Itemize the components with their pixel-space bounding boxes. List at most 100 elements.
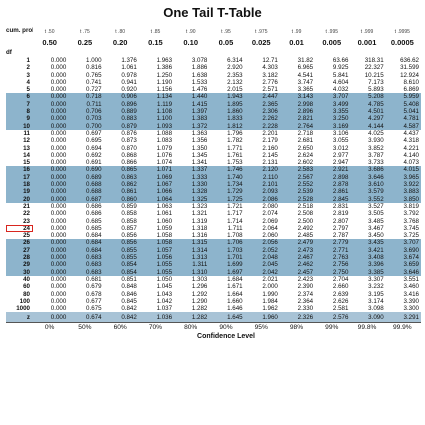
table-cell: 1.042 xyxy=(156,297,173,305)
t-label: t .975 xyxy=(254,28,268,35)
one-tail-value: 0.50 xyxy=(42,37,57,47)
table-cell: 0.697 xyxy=(86,129,102,137)
table-cell: 9.925 xyxy=(332,64,349,72)
table-cell: 3.819 xyxy=(403,202,419,210)
header-one-tail-row: 0.50 0.25 0.20 0.15 0.10 0.05 0.025 0.01 0.005 0.… xyxy=(6,36,421,49)
table-cell: 1.729 xyxy=(209,188,245,196)
table-cell: 0.000 xyxy=(50,210,67,218)
table-cell: 1.701 xyxy=(209,254,245,262)
table-cell: 0.700 xyxy=(68,122,104,130)
table-cell: 0.000 xyxy=(50,290,67,298)
table-row: 3 0.000 0.765 0.978 1.250 1.638 2.353 3.182 4.54… xyxy=(6,72,421,79)
table-cell: 0.694 xyxy=(86,144,102,152)
table-cell: 3.930 xyxy=(368,137,384,145)
table-cell: 3.232 xyxy=(368,283,384,291)
table-cell: 1.066 xyxy=(138,188,175,196)
df-label: df xyxy=(6,49,12,57)
table-cell: 1.415 xyxy=(174,100,210,109)
df-value: 3 xyxy=(26,71,30,79)
table-cell: 0.857 xyxy=(121,224,137,232)
table-cell: 5.893 xyxy=(368,86,384,94)
table-row: 15 0.000 0.691 0.866 1.074 1.341 1.753 2.131 2.6… xyxy=(6,159,421,166)
table-cell: 1.860 xyxy=(209,108,245,116)
table-cell: 3.527 xyxy=(368,202,384,210)
table-cell: 2.583 xyxy=(279,166,316,174)
one-tail-value: 0.01 xyxy=(289,37,304,47)
table-cell: 1.088 xyxy=(156,129,173,137)
table-cell: 1.060 xyxy=(156,217,173,225)
table-cell: 3.307 xyxy=(368,275,384,283)
table-cell: 2.528 xyxy=(279,195,316,203)
table-cell: 1.990 xyxy=(262,290,278,298)
table-cell: 1.356 xyxy=(191,137,208,145)
table-cell: 3.850 xyxy=(385,195,421,203)
table-cell: 2.056 xyxy=(244,239,280,247)
table-cell: 0.684 xyxy=(68,239,104,247)
one-tail-label-cell xyxy=(6,36,33,49)
table-cell: 3.250 xyxy=(315,115,351,123)
df-value: 22 xyxy=(23,210,30,218)
cum-prob-label: cum. prob xyxy=(6,27,33,35)
table-cell: 1.363 xyxy=(191,129,208,137)
table-cell: 1.069 xyxy=(138,173,175,182)
table-cell: 1.706 xyxy=(209,239,245,247)
table-cell: 3.965 xyxy=(385,173,421,182)
df-value: 21 xyxy=(23,202,30,210)
table-cell: 0.000 xyxy=(50,64,67,72)
table-cell: 2.763 xyxy=(315,254,351,262)
table-cell: 0.689 xyxy=(68,173,104,182)
table-cell: 4.025 xyxy=(368,129,384,137)
table-cell: 3.707 xyxy=(385,239,421,247)
table-cell: 1.708 xyxy=(227,232,243,240)
table-cell: 1.303 xyxy=(191,275,208,283)
df-value: 60 xyxy=(23,283,30,291)
table-cell: 2.473 xyxy=(279,246,316,255)
table-cell: 3.106 xyxy=(332,129,349,137)
table-cell: 0.741 xyxy=(86,78,102,86)
df-value: 25 xyxy=(23,232,30,240)
table-cell: 0.000 xyxy=(50,78,67,86)
table-cell: 3.390 xyxy=(403,297,419,305)
table-cell: 1.397 xyxy=(174,108,210,116)
table-cell: 1.782 xyxy=(227,137,243,145)
blank-cell xyxy=(68,49,103,57)
table-cell: 3.012 xyxy=(332,144,349,152)
t-label: t .50 xyxy=(44,28,55,35)
table-cell: 3.055 xyxy=(332,137,349,145)
table-cell: 4.781 xyxy=(385,115,421,123)
confidence-value: 50% xyxy=(68,322,104,333)
table-cell: 0.711 xyxy=(68,100,104,109)
table-cell: 1.345 xyxy=(191,151,208,159)
table-cell: 2.457 xyxy=(279,268,316,276)
table-cell: 3.551 xyxy=(403,275,419,283)
confidence-value: 80% xyxy=(174,322,210,333)
table-cell: 2.069 xyxy=(262,217,278,225)
table-cell: 1.043 xyxy=(156,290,173,298)
table-cell: 0.000 xyxy=(33,181,69,189)
df-value: 6 xyxy=(6,93,33,101)
table-cell: 0.685 xyxy=(86,217,102,225)
table-cell: 2.920 xyxy=(227,64,243,72)
table-cell: 1.156 xyxy=(156,86,173,94)
table-cell: 3.365 xyxy=(297,86,314,94)
table-cell: 3.787 xyxy=(368,151,384,159)
t-label: t .995 xyxy=(325,28,339,35)
table-cell: 0.000 xyxy=(33,108,69,116)
table-cell: 3.733 xyxy=(368,159,384,167)
one-tail-value: 0.25 xyxy=(77,37,93,47)
table-cell: 2.626 xyxy=(332,297,349,305)
table-cell: 1.746 xyxy=(209,166,245,174)
confidence-value: 99.8% xyxy=(350,322,386,333)
one-tail-value: 0.001 xyxy=(357,37,377,47)
table-cell: 2.330 xyxy=(297,305,314,313)
table-cell: 0.000 xyxy=(33,268,69,276)
table-cell: 2.306 xyxy=(244,108,280,116)
df-value: 1 xyxy=(26,57,30,64)
z-cell: 3.090 xyxy=(350,312,386,323)
table-cell: 2.447 xyxy=(244,93,280,101)
table-cell: 3.174 xyxy=(368,297,384,305)
table-cell: 0.000 xyxy=(50,159,67,167)
table-cell: 2.042 xyxy=(244,268,280,276)
z-label: z xyxy=(6,312,33,323)
table-cell: 0.691 xyxy=(86,159,102,167)
